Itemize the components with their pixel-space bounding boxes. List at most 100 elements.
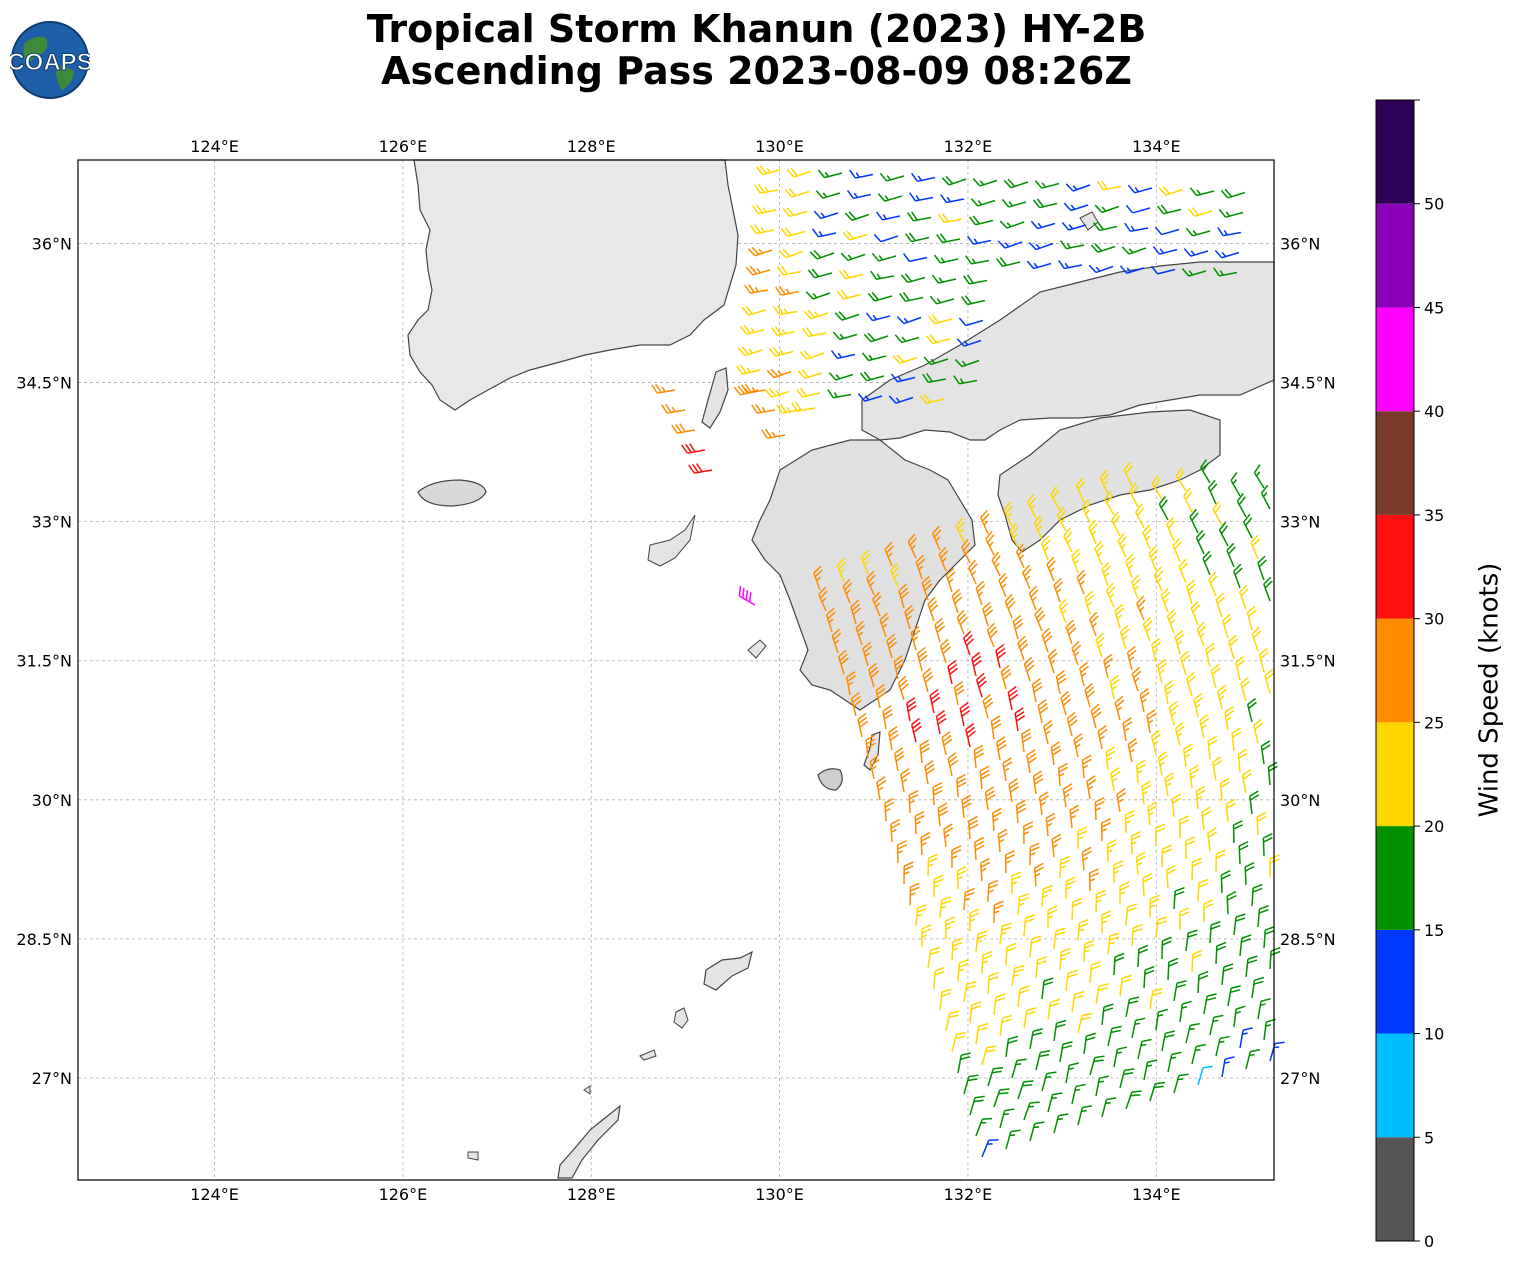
barb-full-flag <box>1131 831 1141 837</box>
barb-full-flag <box>1216 941 1227 947</box>
barb-half-flag <box>933 884 940 888</box>
barb-shaft <box>968 567 977 585</box>
barb-full-flag <box>907 701 917 708</box>
barb-shaft <box>1199 720 1205 739</box>
barb-full-flag <box>1043 719 1053 728</box>
wind-barb <box>909 882 920 906</box>
wind-barb <box>1086 775 1097 800</box>
barb-half-flag <box>944 833 950 838</box>
barb-full-flag <box>1092 711 1102 719</box>
wind-barb <box>953 375 978 385</box>
barb-shaft <box>1113 1049 1119 1068</box>
barb-full-flag <box>1213 267 1220 277</box>
barb-half-flag <box>1146 1064 1153 1067</box>
barb-full-flag <box>1157 658 1166 667</box>
barb-full-flag <box>868 662 877 671</box>
wind-barb <box>951 845 962 869</box>
barb-full-flag <box>996 736 1006 743</box>
wind-barb <box>1249 790 1260 815</box>
barb-full-flag <box>1150 894 1160 900</box>
barb-shaft <box>1011 1060 1018 1079</box>
barb-shaft <box>868 669 875 688</box>
barb-full-flag <box>1060 859 1070 865</box>
wind-barb <box>1015 543 1026 569</box>
barb-full-flag <box>1085 686 1095 695</box>
barb-shaft <box>1069 810 1073 829</box>
barb-shaft <box>927 857 930 877</box>
barb-shaft <box>1004 241 1023 249</box>
barb-full-flag <box>1136 763 1146 770</box>
barb-full-flag <box>1028 497 1037 507</box>
barb-full-flag <box>945 567 955 576</box>
barb-full-flag <box>1214 504 1222 514</box>
barb-full-flag <box>1025 660 1034 669</box>
barb-shaft <box>833 393 852 399</box>
wind-barb <box>969 908 980 932</box>
barb-shaft <box>1084 689 1091 708</box>
barb-half-flag <box>951 855 958 859</box>
wind-barb <box>1015 799 1027 824</box>
barb-full-flag <box>1023 656 1033 665</box>
barb-shaft <box>1095 986 1100 1005</box>
barb-shaft <box>922 674 929 693</box>
barb-full-flag <box>989 971 999 977</box>
barb-full-flag <box>1160 499 1168 509</box>
barb-half-flag <box>1225 716 1232 721</box>
barb-shaft <box>1041 981 1045 1000</box>
barb-full-flag <box>1052 489 1060 499</box>
wind-barb <box>1238 840 1249 865</box>
wind-barb <box>846 189 872 200</box>
wind-barb <box>1151 637 1161 663</box>
barb-half-flag <box>917 175 922 181</box>
barb-full-flag <box>1103 653 1113 662</box>
barb-shaft <box>1186 586 1193 605</box>
barb-full-flag <box>1220 781 1230 788</box>
wind-barb <box>932 781 943 806</box>
barb-shaft <box>1139 694 1145 713</box>
barb-full-flag <box>896 315 905 325</box>
barb-half-flag <box>1181 1006 1188 1009</box>
barb-full-flag <box>899 679 908 688</box>
barb-full-flag <box>818 586 827 596</box>
barb-full-flag <box>964 892 975 897</box>
barb-full-flag <box>972 215 980 225</box>
wind-barb <box>1196 621 1207 647</box>
barb-full-flag <box>985 1049 996 1053</box>
barb-shaft <box>1072 184 1091 192</box>
barb-full-flag <box>900 683 909 692</box>
wind-barb <box>1257 555 1267 581</box>
barb-full-flag <box>976 584 986 593</box>
barb-full-flag <box>924 760 934 767</box>
barb-shaft <box>1221 251 1240 259</box>
barb-full-flag <box>889 730 899 737</box>
barb-full-flag <box>844 212 853 221</box>
barb-half-flag <box>940 905 947 909</box>
colorbar-title-text: Wind Speed (knots) <box>1475 563 1505 818</box>
barb-full-flag <box>1052 1092 1063 1096</box>
barb-half-flag <box>1077 836 1084 840</box>
barb-half-flag <box>1082 856 1089 861</box>
wind-barb <box>791 401 816 412</box>
barb-full-flag <box>1212 760 1222 767</box>
barb-shaft <box>760 189 779 194</box>
wind-barb <box>890 818 901 843</box>
barb-shaft <box>822 192 841 199</box>
wind-barb <box>984 786 996 811</box>
wind-barb <box>999 1014 1013 1037</box>
barb-full-flag <box>1018 897 1029 902</box>
barb-full-flag <box>980 769 990 776</box>
barb-shaft <box>1125 999 1131 1018</box>
barb-half-flag <box>1165 782 1172 787</box>
barb-shaft <box>1101 205 1120 214</box>
barb-shaft <box>985 538 995 556</box>
wind-barb <box>1047 1092 1063 1113</box>
barb-shaft <box>1167 961 1170 981</box>
barb-full-flag <box>1263 833 1273 839</box>
barb-shaft <box>869 761 875 780</box>
barb-full-flag <box>1209 483 1218 492</box>
barb-shaft <box>956 778 959 798</box>
barb-shaft <box>1174 636 1181 655</box>
wind-barb <box>907 533 918 559</box>
barb-shaft <box>1041 634 1049 653</box>
barb-shaft <box>1246 704 1253 723</box>
